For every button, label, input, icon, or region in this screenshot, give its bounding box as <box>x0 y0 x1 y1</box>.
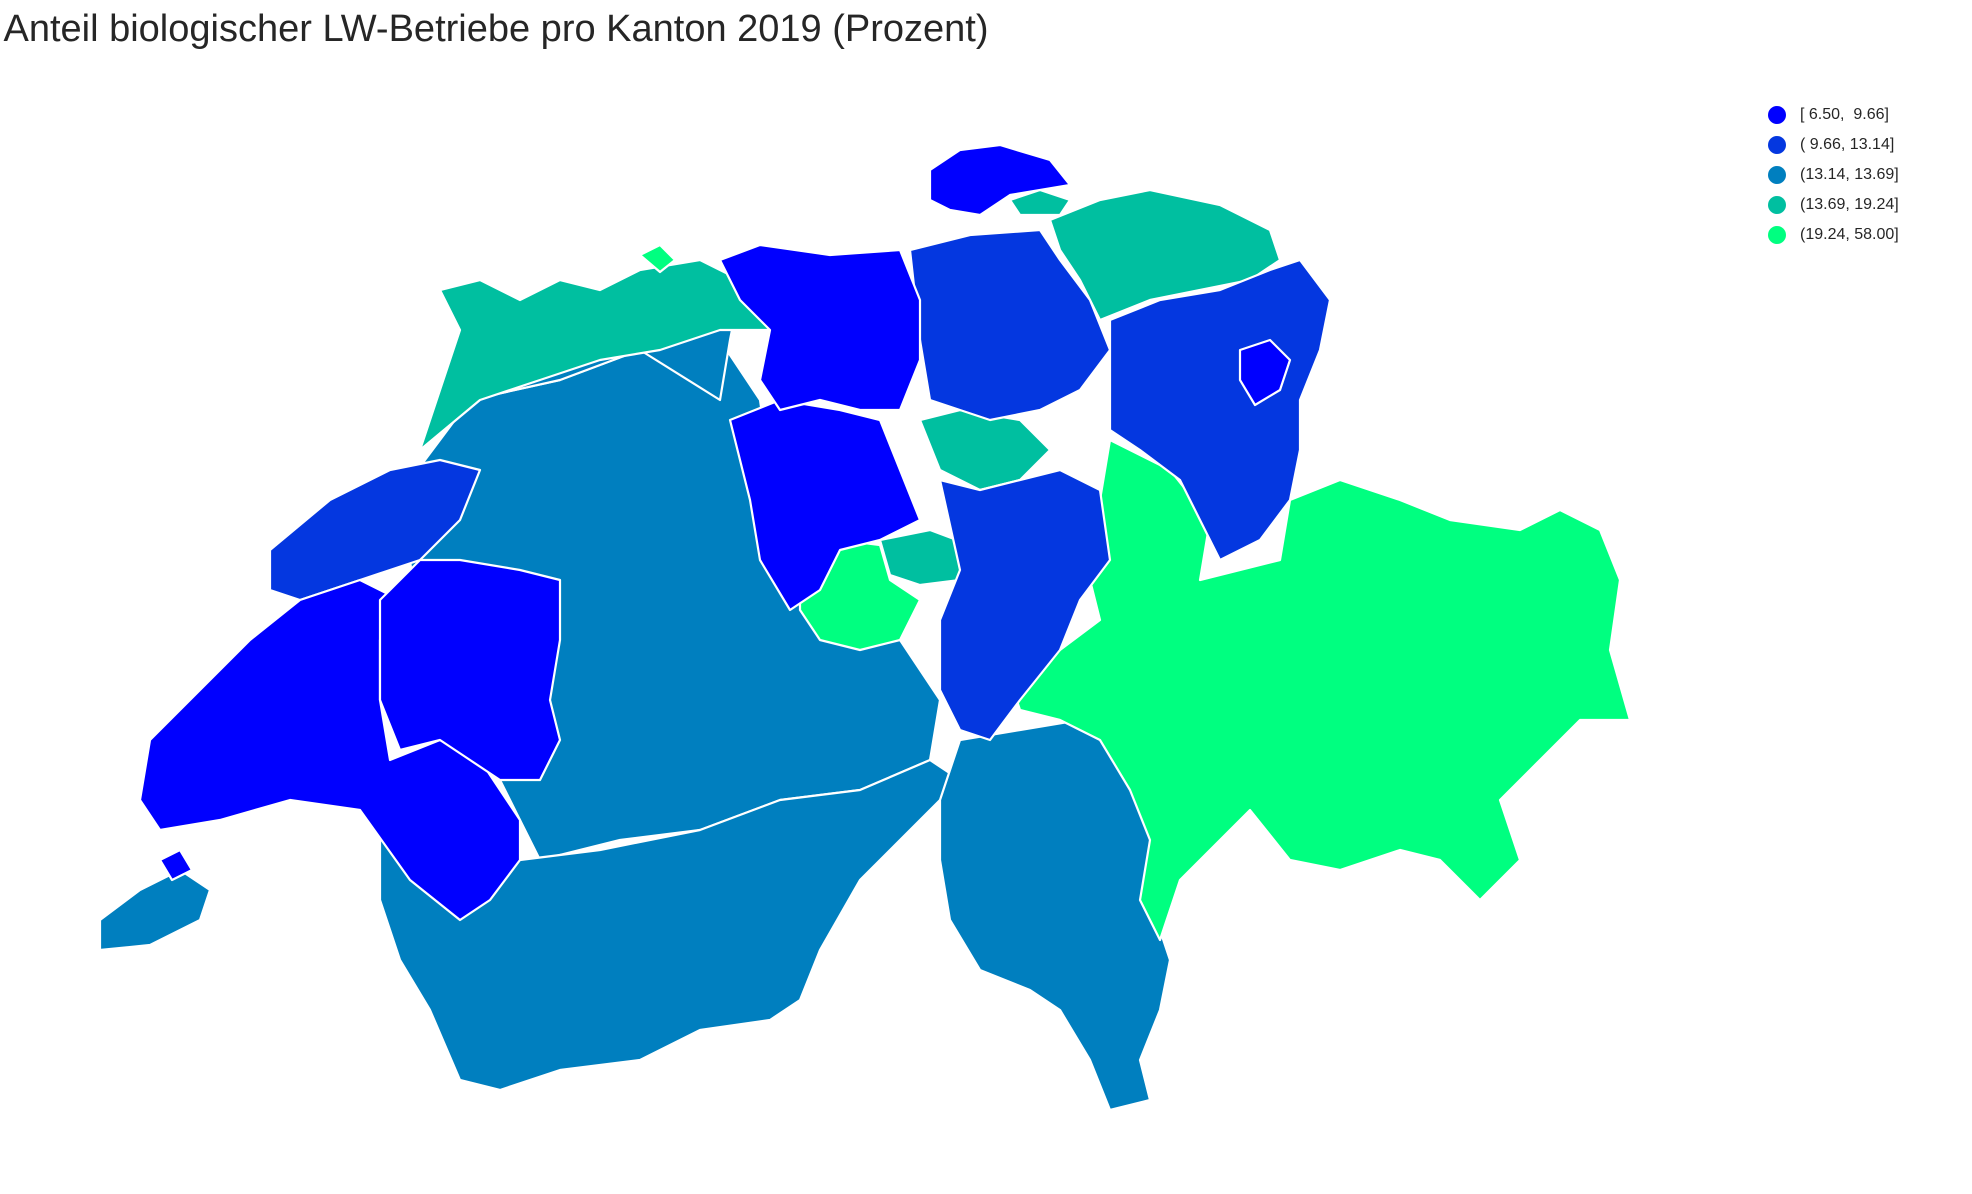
title-text: Anteil biologischer LW-Betriebe pro Kant… <box>3 8 989 50</box>
legend-label: (19.24, 58.00] <box>1800 226 1899 243</box>
region-geneva-enclave <box>158 848 194 882</box>
legend-label: ( 9.66, 13.14] <box>1800 136 1895 153</box>
region-geneva <box>98 868 212 952</box>
legend-swatch <box>1768 226 1786 244</box>
region-lucerne <box>728 398 922 612</box>
region-neuchatel <box>268 458 482 602</box>
legend-item: (13.14, 13.69] <box>1768 160 1899 190</box>
legend-swatch <box>1768 196 1786 214</box>
legend-item: [ 6.50, 9.66] <box>1768 100 1899 130</box>
legend-swatch <box>1768 136 1786 154</box>
legend-swatch <box>1768 166 1786 184</box>
region-vaud <box>138 578 522 922</box>
legend: [ 6.50, 9.66] ( 9.66, 13.14] (13.14, 13.… <box>1768 100 1899 250</box>
region-valais <box>378 758 962 1092</box>
map-title: Anteil biologischer LW-Betriebe pro Kant… <box>0 8 1972 51</box>
legend-label: [ 6.50, 9.66] <box>1800 106 1889 123</box>
region-basel-city <box>638 243 677 274</box>
region-st-gallen <box>1108 258 1332 562</box>
legend-swatch <box>1768 106 1786 124</box>
legend-item: ( 9.66, 13.14] <box>1768 130 1899 160</box>
legend-item: (13.69, 19.24] <box>1768 190 1899 220</box>
region-zurich <box>908 228 1112 422</box>
legend-item: (19.24, 58.00] <box>1768 220 1899 250</box>
region-appenzell-inner <box>1238 338 1292 407</box>
legend-label: (13.14, 13.69] <box>1800 166 1899 183</box>
legend-label: (13.69, 19.24] <box>1800 196 1899 213</box>
region-jura-basel <box>418 258 782 452</box>
region-fribourg <box>378 558 562 782</box>
region-schaffhausen <box>928 143 1072 217</box>
region-glarus-schwyz <box>938 468 1112 742</box>
region-aargau <box>718 243 922 412</box>
